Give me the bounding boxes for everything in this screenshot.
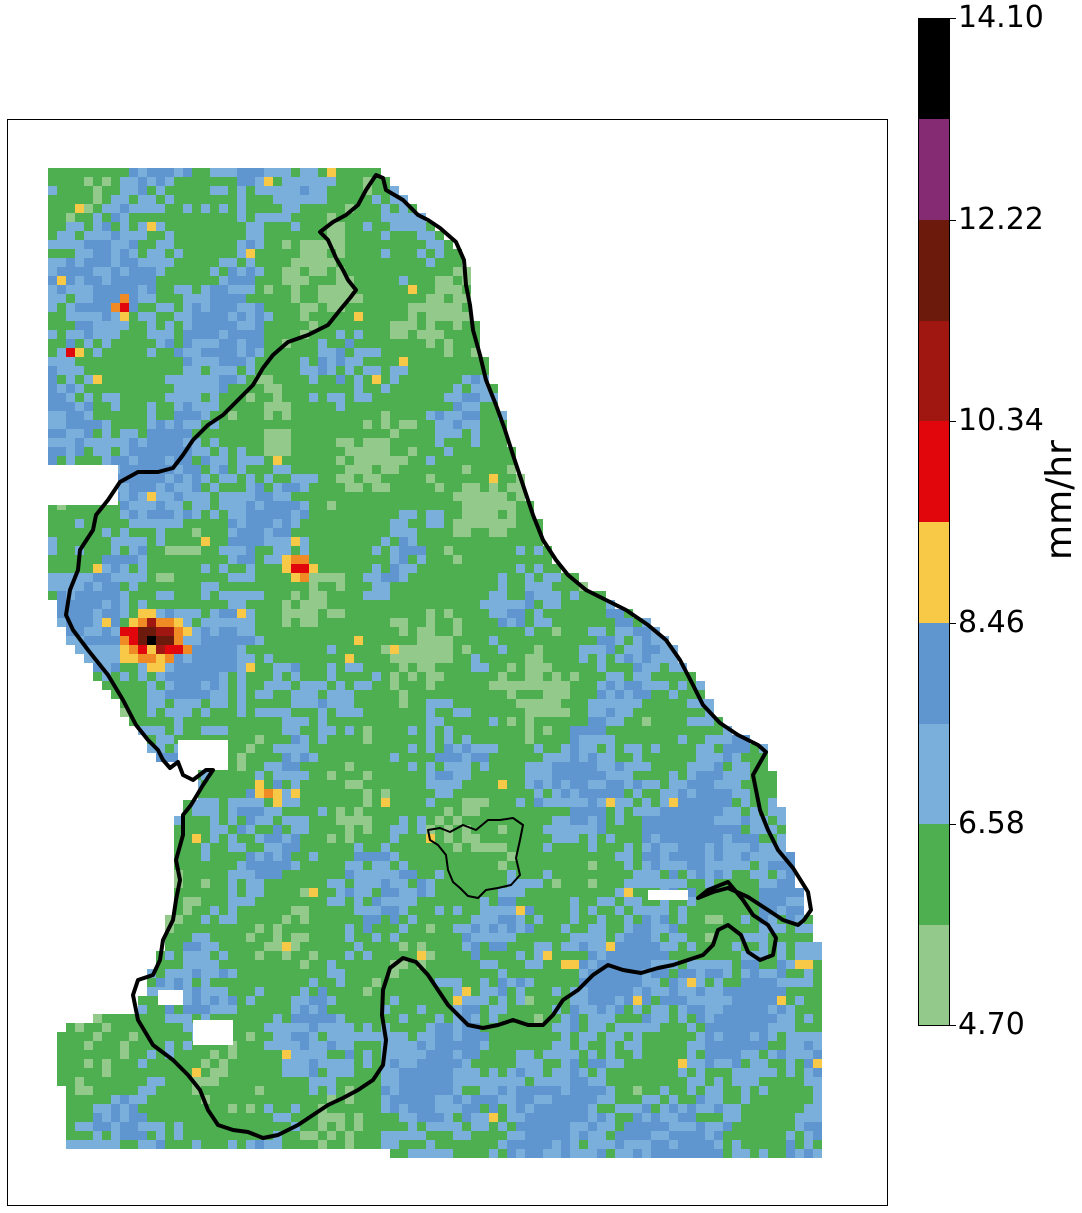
colorbar-segment — [919, 321, 949, 421]
colorbar-tick — [950, 220, 956, 221]
colorbar-tick — [950, 824, 956, 825]
colorbar-segment — [919, 522, 949, 623]
colorbar-tick — [950, 18, 956, 19]
colorbar-tick-label: 10.34 — [958, 403, 1044, 438]
colorbar-tick — [950, 421, 956, 422]
region-boundary — [64, 173, 813, 1140]
colorbar-tick-label: 12.22 — [958, 202, 1044, 237]
city-boundary — [427, 817, 524, 899]
rainfall-map — [48, 168, 822, 1158]
colorbar-tick — [950, 623, 956, 624]
rainfall-raster — [48, 168, 822, 1158]
colorbar-tick-label: 6.58 — [958, 806, 1025, 841]
colorbar-unit-label: mm/hr — [1039, 440, 1080, 560]
map-panel — [7, 119, 888, 1206]
colorbar-segment — [919, 623, 949, 724]
colorbar-tick-label: 14.10 — [958, 0, 1044, 35]
colorbar-tick-label: 8.46 — [958, 605, 1025, 640]
colorbar-segment — [919, 925, 949, 1025]
colorbar-segment — [919, 119, 949, 220]
colorbar-segment — [919, 220, 949, 321]
colorbar-tick-label: 4.70 — [958, 1007, 1025, 1042]
colorbar-segment — [919, 421, 949, 522]
colorbar-tick — [950, 1025, 956, 1026]
colorbar-segment — [919, 724, 949, 824]
colorbar-segment — [919, 824, 949, 925]
colorbar — [918, 18, 950, 1026]
colorbar-segment — [919, 19, 949, 119]
